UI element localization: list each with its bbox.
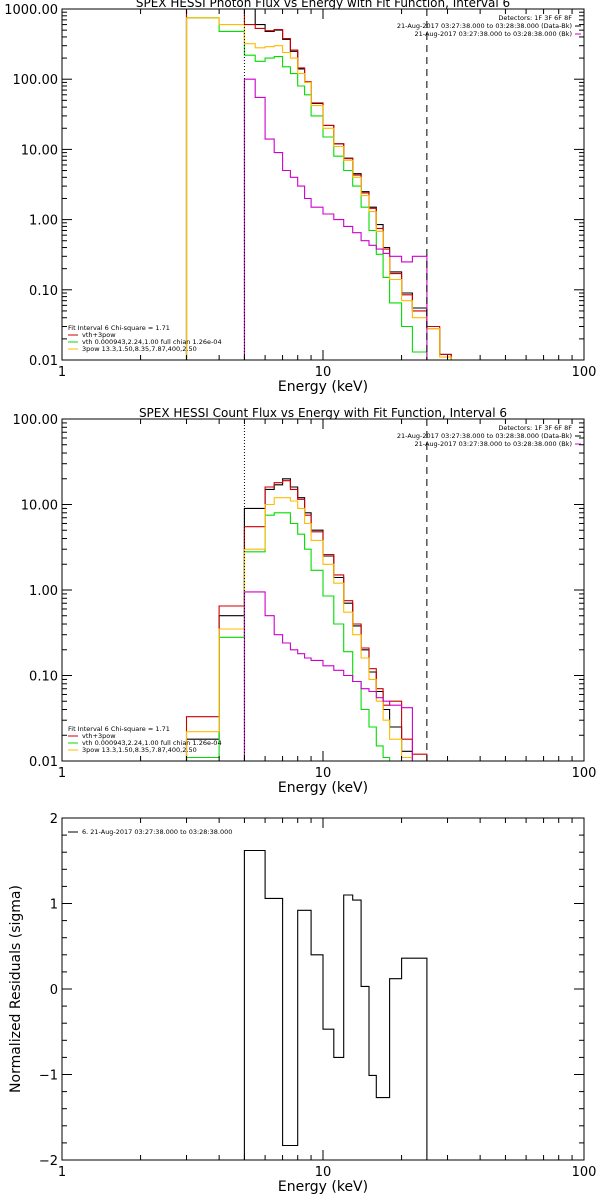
y-tick-label: 0.01 [29, 755, 58, 770]
y-tick-label: 10.00 [21, 499, 58, 514]
chart-title: SPEX HESSI Photon Flux vs Energy with Fi… [136, 0, 510, 10]
chart-title: SPEX HESSI Count Flux vs Energy with Fit… [139, 406, 507, 420]
legend: Fit Interval 6 Chi-square = 1.71vth+3pow… [68, 324, 222, 353]
x-axis: 1 10 100 [58, 9, 597, 380]
x-axis: 1 10 100 [58, 818, 597, 1180]
y-axis: 0.01 0.10 1.00 10.00 100.00 1000.00 [4, 3, 584, 369]
x-axis-label: Energy (keV) [278, 1179, 368, 1195]
info-text: 21-Aug-2017 03:27:38.000 to 03:28:38.000… [397, 22, 572, 30]
chart-3: 1 10 100 Energy (keV) −2 −1 0 1 2 Normalized Resi… [8, 812, 596, 1195]
y-tick-label: 0 [50, 983, 58, 998]
y-tick-label: 0.01 [29, 354, 58, 369]
legend-title: Fit Interval 6 Chi-square = 1.71 [68, 725, 170, 733]
y-axis-label: Normalized Residuals (sigma) [8, 885, 24, 1093]
y-tick-label: 0.10 [29, 670, 58, 685]
y-tick-label: 1000.00 [4, 3, 58, 18]
legend-item: vth+3pow [82, 732, 116, 740]
plot-area [185, 478, 428, 761]
x-tick-label: 100 [572, 766, 597, 781]
y-axis: 0.01 0.10 1.00 10.00 100.00 [13, 413, 584, 770]
y-tick-label: 1.00 [29, 214, 58, 229]
series-vth+3pow [185, 9, 452, 360]
y-tick-label: 1.00 [29, 584, 58, 599]
series-3pow [185, 17, 452, 360]
x-tick-label: 1 [58, 1165, 66, 1180]
series-vth [185, 512, 427, 761]
plot-area [185, 9, 452, 360]
y-axis: −2 −1 0 1 2 [39, 812, 584, 1169]
series-bk [243, 78, 428, 360]
info-text: 21-Aug-2017 03:27:38.000 to 03:28:38.000… [415, 440, 572, 448]
chart-2: 1 10 100 Energy (keV) 0.01 0.10 1.00 10.00 100.0… [13, 406, 597, 796]
info-text: 21-Aug-2017 03:27:38.000 to 03:28:38.000… [397, 432, 572, 440]
series-3pow [185, 497, 427, 761]
y-tick-label: 100.00 [13, 413, 59, 428]
plot-area [243, 849, 428, 1160]
info-text: 21-Aug-2017 03:27:38.000 to 03:28:38.000… [415, 30, 572, 38]
legend-item: 3pow 13.3,1.50,8.35,7.87,400,2.50 [82, 746, 197, 754]
y-tick-label: −1 [39, 1069, 58, 1084]
x-tick-label: 1 [58, 766, 66, 781]
series-bk [243, 591, 413, 761]
legend-item: 3pow 13.3,1.50,8.35,7.87,400,2.50 [82, 345, 197, 353]
legend-title: Fit Interval 6 Chi-square = 1.71 [68, 324, 170, 332]
series-residuals [243, 849, 428, 1160]
x-axis-label: Energy (keV) [278, 780, 368, 796]
x-tick-label: 10 [315, 365, 332, 380]
series-vth+3pow [185, 480, 428, 761]
y-tick-label: 0.10 [29, 284, 58, 299]
legend-item: 6. 21-Aug-2017 03:27:38.000 to 03:28:38.… [82, 828, 232, 836]
x-tick-label: 100 [572, 365, 597, 380]
x-axis-label: Energy (keV) [278, 379, 368, 395]
y-tick-label: 10.00 [21, 143, 58, 158]
legend-item: vth+3pow [82, 331, 116, 339]
legend: Fit Interval 6 Chi-square = 1.71vth+3pow… [68, 725, 222, 754]
x-tick-label: 100 [572, 1165, 597, 1180]
info-text: Detectors: 1F 3F 6F 8F [498, 14, 572, 22]
series-data [185, 9, 452, 360]
legend-item: vth 0.000943,2.24,1.00 full chian 1.26e-… [82, 338, 222, 346]
chart-1: 1 10 100 Energy (keV) 0.01 0.10 1.00 10.00 100.0… [4, 0, 596, 395]
y-tick-label: 2 [50, 812, 58, 827]
axes-frame [61, 8, 585, 361]
x-tick-label: 1 [58, 365, 66, 380]
series-vth [185, 17, 452, 360]
series-data [185, 478, 427, 761]
y-tick-label: 1 [50, 898, 58, 913]
x-tick-label: 10 [315, 766, 332, 781]
y-tick-label: 100.00 [13, 73, 59, 88]
y-tick-label: −2 [39, 1154, 58, 1169]
x-axis: 1 10 100 [58, 419, 597, 781]
legend: 6. 21-Aug-2017 03:27:38.000 to 03:28:38.… [68, 828, 232, 836]
info-text: Detectors: 1F 3F 6F 8F [498, 424, 572, 432]
legend-item: vth 0.000943,2.24,1.00 full chian 1.26e-… [82, 739, 222, 747]
x-tick-label: 10 [315, 1165, 332, 1180]
